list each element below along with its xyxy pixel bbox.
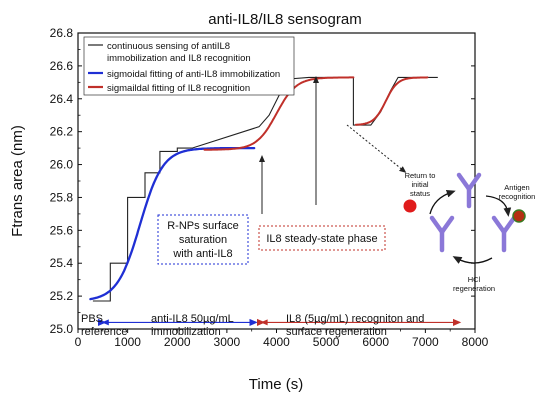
antigen-bound-icon [512,209,526,223]
y-tick-label: 26.4 [50,92,74,106]
annotation-saturation-line1: R-NPs surface [167,220,239,232]
cycle-arrow-return [429,189,456,215]
phase-label-anti-il8-line1: anti-IL8 50µg/mL [151,313,234,325]
inset-label-antigen-line1: Antigen [504,183,529,192]
x-tick-label: 2000 [164,335,191,349]
x-tick-label: 6000 [362,335,389,349]
x-tick-label: 5000 [313,335,340,349]
series-anti-il8-fit [89,146,256,301]
x-tick-label: 0 [75,335,82,349]
antibody-right-icon [491,215,517,253]
legend-entry-il8-fit: sigmaildal fitting of IL8 recognition [107,83,250,94]
series-continuous-sensing [92,76,438,302]
legend-entry-continuous-line2: immobilization and IL8 recognition [107,53,251,64]
y-tick-label: 25.0 [50,322,74,336]
antibody-top-icon [456,172,482,209]
annotation-saturation-line2: saturation [179,234,227,246]
annotation-saturation: R-NPs surface saturation with anti-IL8 [157,155,265,265]
y-tick-label: 26.8 [50,26,74,40]
legend-entry-anti-il8-fit: sigmoidal fitting of anti-IL8 immobiliza… [107,69,280,80]
antigen-free-icon [403,199,417,213]
inset-label-antigen-line2: recognition [499,192,536,201]
inset-label-return-line3: status [410,189,430,198]
y-tick-label: 25.8 [50,190,74,204]
annotation-saturation-line3: with anti-IL8 [172,248,232,260]
annotation-steady-state-box [258,225,386,251]
phase-label-il8-line1: IL8 (5µg/mL) recogniton and [286,313,424,325]
antibody-left-icon [429,215,455,253]
annotation-steady-state-text: IL8 steady-state phase [266,233,377,245]
y-axis-label: Ftrans area (nm) [9,125,26,237]
phase-arrows [98,318,462,327]
x-tick-label: 8000 [462,335,489,349]
cycle-arrow-regeneration [452,256,493,264]
y-tick-label: 26.0 [50,158,74,172]
inset-label-return-line1: Return to [405,171,436,180]
x-tick-label: 4000 [263,335,290,349]
series-layer [89,76,438,302]
inset-label-return-line2: initial [411,180,428,189]
phase-label-il8-line2: surface regeneration [286,326,387,338]
legend: continuous sensing of antiIL8 immobiliza… [83,36,295,96]
series-il8-fit-segment-2 [354,76,429,126]
x-axis-label: Time (s) [249,376,303,393]
phase-arrow-start-head-2 [260,319,268,326]
y-axis: 25.0 25.2 25.4 25.6 25.8 26.0 26.2 26.4 26.6 26.8 [50,26,475,336]
x-tick-label: 1000 [114,335,141,349]
legend-box [83,36,295,96]
cycle-arrow-recognition [485,195,512,217]
y-tick-label: 25.4 [50,256,74,270]
phase-arrow-start-head-1 [101,319,109,326]
x-tick-label: 7000 [412,335,439,349]
phase-label-pbs-line2: reference [81,326,127,338]
x-axis: 0 1000 2000 3000 4000 5000 6000 7000 8000 [75,329,489,349]
y-tick-label: 26.2 [50,125,74,139]
chart-title: anti-IL8/IL8 sensogram [208,11,361,28]
inset-connector [346,124,407,173]
inset-label-hcl-line1: HCl [468,275,481,284]
x-tick-label: 3000 [214,335,241,349]
phase-label-anti-il8-line2: immobilization [151,326,221,338]
series-il8-fit-segment-1 [203,76,355,151]
inset-label-hcl-line2: regeneration [453,284,495,293]
phase-label-pbs-line1: PBS [81,313,103,325]
inset-cycle: Return to initial status Antigen recogni… [403,171,536,293]
annotation-saturation-box [157,214,249,265]
y-tick-label: 25.2 [50,289,74,303]
y-tick-label: 25.6 [50,223,74,237]
legend-entry-continuous: continuous sensing of antiIL8 [107,41,230,52]
y-tick-label: 26.6 [50,59,74,73]
annotation-steady-state: IL8 steady-state phase [258,76,386,251]
